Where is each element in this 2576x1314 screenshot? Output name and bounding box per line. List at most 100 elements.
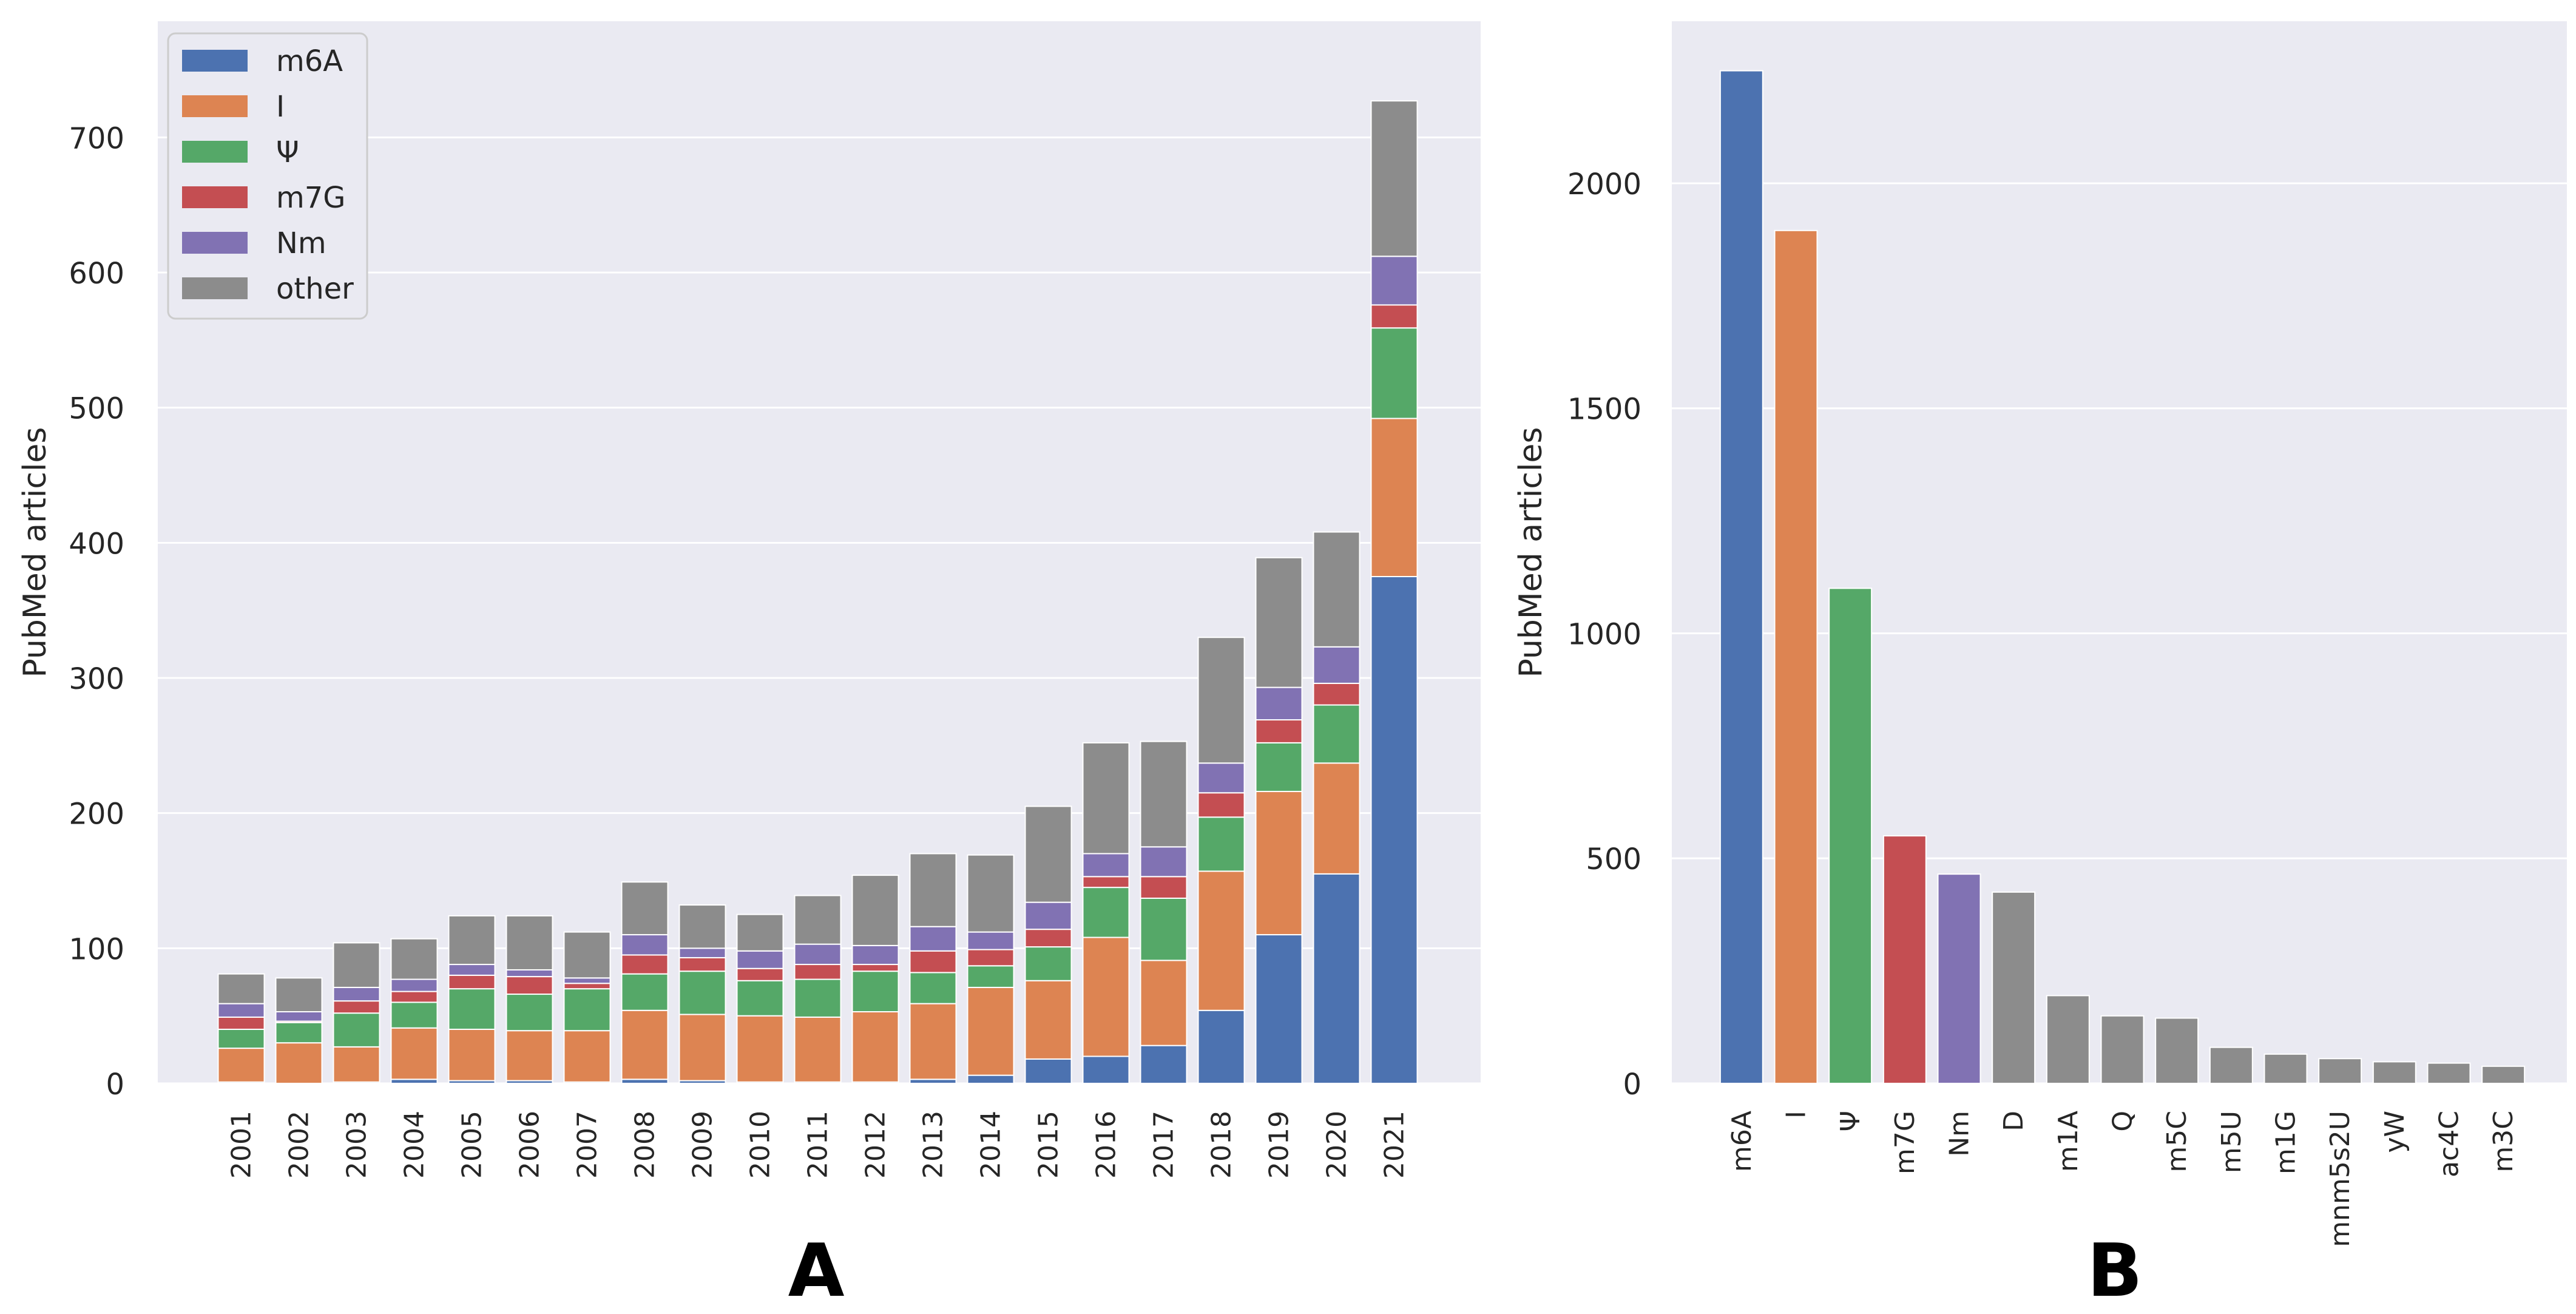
bar-segment-nm-2012	[851, 944, 899, 966]
bar-segment-i-2014	[967, 986, 1015, 1076]
panel-b-plot-area	[1672, 21, 2567, 1083]
bar-segment-m7g-2004	[390, 991, 438, 1003]
x-tick-label: 2006	[515, 1111, 546, 1179]
legend-swatch-i	[182, 95, 248, 117]
bar-segment-m6a-2017	[1140, 1045, 1188, 1084]
bar-segment-psi-2020	[1313, 704, 1361, 764]
bar-segment-i-2002	[275, 1042, 323, 1084]
bar-segment-m6a-2018	[1197, 1009, 1245, 1085]
bar-segment-m6a-2019	[1255, 934, 1303, 1084]
bar-segment-m7g-2003	[333, 1000, 380, 1014]
y-tick-label: 300	[69, 662, 124, 696]
x-tick-label: D	[1998, 1111, 2029, 1131]
panel-b-bars	[1719, 70, 2526, 1085]
panel-a-y-tick-labels: 0 100 200 300 400 500 600 700	[69, 121, 124, 1102]
bar-m5C	[2155, 1017, 2199, 1084]
x-tick-label: 2017	[1149, 1111, 1180, 1179]
bar-segment-m7g-2011	[794, 964, 842, 980]
bar-m1A	[2046, 995, 2090, 1085]
y-tick-label: 1500	[1567, 393, 1641, 427]
bar-I	[1774, 229, 1818, 1084]
x-tick-label: Ψ	[1835, 1111, 1866, 1132]
bar-segment-other-2006	[505, 915, 553, 970]
bar-segment-other-2021	[1370, 100, 1418, 257]
bar-segment-other-2007	[563, 931, 611, 979]
bar-ac4C	[2427, 1062, 2471, 1084]
bar-segment-nm-2013	[909, 926, 957, 952]
bar-m3C	[2481, 1065, 2526, 1084]
bar-Ψ	[1828, 588, 1873, 1084]
bar-segment-i-2012	[851, 1011, 899, 1083]
bar-segment-m7g-2014	[967, 949, 1015, 967]
bar-segment-m6a-2004	[390, 1079, 438, 1084]
bar-segment-nm-2004	[390, 978, 438, 992]
x-tick-label: ac4C	[2434, 1111, 2465, 1177]
bar-mnm5s2U	[2318, 1058, 2362, 1084]
bar-segment-nm-2016	[1082, 853, 1130, 878]
bar-m6A	[1719, 70, 1763, 1085]
bar-segment-m7g-2006	[505, 976, 553, 995]
bar-segment-nm-2003	[333, 986, 380, 1002]
x-tick-label: 2005	[457, 1111, 488, 1179]
x-tick-label: 2014	[976, 1111, 1007, 1179]
bar-segment-i-2006	[505, 1030, 553, 1082]
x-tick-label: 2019	[1264, 1111, 1295, 1179]
y-tick-label: 500	[69, 392, 124, 426]
x-tick-label: 2002	[284, 1111, 315, 1179]
bar-segment-psi-2009	[678, 970, 726, 1015]
legend-swatch-m6a	[182, 50, 248, 72]
bar-segment-m7g-2021	[1370, 304, 1418, 329]
bar-segment-nm-2015	[1024, 901, 1072, 930]
legend-label-m6a: m6A	[276, 44, 343, 78]
bar-segment-i-2011	[794, 1016, 842, 1083]
bar-segment-i-2015	[1024, 980, 1072, 1060]
legend-swatch-m7g	[182, 186, 248, 208]
bar-segment-other-2009	[678, 904, 726, 949]
bar-segment-other-2017	[1140, 740, 1188, 848]
legend-label-i: I	[276, 90, 285, 124]
bar-segment-m7g-2008	[621, 954, 669, 975]
x-tick-label: 2009	[688, 1111, 718, 1179]
legend-swatch-other	[182, 277, 248, 299]
panel-a-y-axis-label: PubMed articles	[17, 427, 53, 677]
x-tick-label: mnm5s2U	[2325, 1111, 2356, 1247]
bar-segment-i-2004	[390, 1027, 438, 1080]
x-tick-label: 2018	[1206, 1111, 1237, 1179]
bar-segment-i-2013	[909, 1003, 957, 1080]
bar-segment-nm-2021	[1370, 256, 1418, 306]
bar-segment-nm-2018	[1197, 762, 1245, 794]
x-tick-label: m6A	[1726, 1111, 1757, 1172]
x-tick-label: m1A	[2053, 1111, 2084, 1172]
x-tick-label: Q	[2108, 1111, 2138, 1132]
bar-segment-psi-2017	[1140, 897, 1188, 961]
y-tick-label: 700	[69, 121, 124, 155]
bar-segment-nm-2001	[217, 1003, 265, 1018]
bar-segment-m6a-2013	[909, 1079, 957, 1084]
bar-segment-nm-2002	[275, 1011, 323, 1022]
bar-segment-m7g-2010	[736, 967, 784, 981]
bar-segment-psi-2006	[505, 994, 553, 1032]
bar-segment-nm-2010	[736, 950, 784, 969]
bar-segment-psi-2018	[1197, 816, 1245, 872]
bar-segment-psi-2007	[563, 988, 611, 1032]
bar-segment-nm-2011	[794, 943, 842, 966]
bar-segment-psi-2011	[794, 978, 842, 1018]
bar-segment-nm-2017	[1140, 846, 1188, 878]
y-tick-label: 1000	[1567, 617, 1641, 651]
bar-segment-m6a-2021	[1370, 576, 1418, 1084]
y-tick-label: 600	[69, 257, 124, 291]
bar-segment-psi-2002	[275, 1021, 323, 1044]
bar-segment-other-2016	[1082, 742, 1130, 855]
y-tick-label: 200	[69, 798, 124, 831]
y-tick-label: 0	[1623, 1068, 1641, 1102]
x-tick-label: 2003	[342, 1111, 373, 1179]
bar-segment-i-2001	[217, 1048, 265, 1083]
bar-segment-psi-2021	[1370, 327, 1418, 419]
x-tick-label: 2010	[745, 1111, 776, 1179]
panel-a-x-tick-labels: 2001 2002 2003 2004 2005 2006 2007 2008 2009 2010…	[226, 1111, 1410, 1179]
y-tick-label: 100	[69, 932, 124, 966]
bar-segment-i-2016	[1082, 936, 1130, 1057]
